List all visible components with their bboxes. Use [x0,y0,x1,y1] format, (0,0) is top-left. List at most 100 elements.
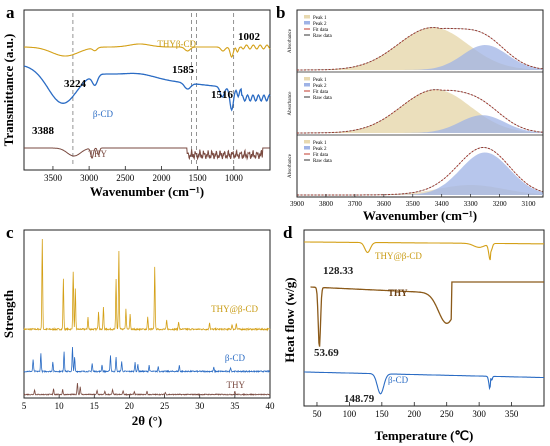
panel-d-xtick-label-6: 350 [505,409,519,419]
panel-b-xtick-label-2: 3700 [348,200,363,208]
panel-letter-b: b [276,3,285,22]
panel-a-ann-2: 1002 [238,31,261,43]
panel-c-curve-bcd [23,346,271,374]
panel-d-ann-2: 148.79 [344,393,375,405]
panel-b-ylabel-0: Absorbance [288,28,293,53]
panel-d-ylabel: Heat flow (w/g) [282,277,297,362]
panel-c-curve-thy-bcd [23,238,271,332]
panel-b-xtick-label-5: 3400 [435,200,450,208]
panel-d-ann-1: 53.69 [314,347,339,359]
panel-b-raw-curve-2 [297,147,543,196]
panel-a-series-label-2: THY [89,149,108,159]
panel-a-ftir-chart: 3500 3000 2500 2000 1500 1000 THYβ-CD β-CD THY 3… [1,9,271,199]
panel-a-curve-bcd [23,65,271,112]
panel-d-curve-thy [310,281,544,347]
panel-b-legend-swatch-2-1 [304,146,310,150]
panel-b-legend-label-1-0: Peak 1 [313,78,327,83]
panel-b-legend-label-2-1: Peak 2 [313,147,327,152]
panel-b-xtick-label-6: 3300 [464,200,479,208]
panel-b-frame [296,9,544,198]
panel-d-xtick-label-4: 250 [440,409,454,419]
panel-b-xlabel: Wavenumber (cm⁻¹) [363,208,477,223]
panel-d-series-label-0: THY@β-CD [375,251,422,261]
panel-d-xtick-label-3: 200 [408,409,422,419]
panel-a-ylabel: Transmittance (a.u.) [1,34,16,147]
panel-b-legend-label-2-3: Raw data [313,159,333,164]
panel-c-xtick-label-2: 15 [90,401,100,411]
panel-c-ylabel: Strength [1,289,16,338]
panel-b-legend-label-2-2: Fit data [313,153,329,158]
panel-a-xlabel: Wavenumber (cm⁻¹) [90,184,204,199]
panel-a-xtick-label-3: 2000 [152,173,171,183]
panel-b-xtick-label-3: 3600 [377,200,392,208]
panel-c-xtick-label-1: 10 [55,401,65,411]
panel-b-legend-label-0-3: Raw data [313,34,333,39]
panel-b-legend-swatch-0-0 [304,15,310,19]
panel-d-xlabel: Temperature (℃) [375,428,474,443]
panel-c-xtick-label-0: 5 [22,401,27,411]
panel-b-raw-curve-0 [297,27,543,71]
panel-b-legend-label-2-0: Peak 1 [313,141,327,146]
panel-a-xtick-label-0: 3500 [44,173,63,183]
panel-c-xtick-label-7: 40 [266,401,276,411]
panel-b-legend-label-0-2: Fit data [313,28,329,33]
panel-b-xtick-label-8: 3100 [522,200,537,208]
panel-b-xtick-label-4: 3500 [406,200,421,208]
panel-c-xlabel: 2θ (°) [132,413,162,428]
panel-d-frame [303,229,545,407]
panel-b-peak2-area-0 [297,45,543,70]
panel-b-peak2-area-1 [297,115,543,133]
panel-d-ann-0: 128.33 [323,265,354,277]
panel-c-curve-thy [23,382,271,397]
panel-c-xtick-label-6: 35 [230,401,240,411]
panel-c-series-label-0: THY@β-CD [211,304,258,314]
panel-c-series-label-2: THY [227,380,246,390]
panel-a-series-label-1: β-CD [93,109,114,119]
panel-d-xtick-label-2: 150 [375,409,389,419]
panel-b-legend-label-0-1: Peak 2 [313,22,327,27]
panel-b-legend-swatch-2-0 [304,140,310,144]
panel-c-xtick-label-5: 30 [195,401,205,411]
panel-c-xtick-label-4: 25 [160,401,170,411]
panel-c-frame [23,229,271,399]
panel-a-ann-0: 3224 [64,78,87,90]
panel-a-xtick-label-5: 1000 [225,173,244,183]
panel-d-xtick-label-1: 100 [343,409,357,419]
panel-a-ann-1: 1585 [172,64,195,76]
panel-a-series-label-0: THYβ-CD [157,39,196,49]
panel-d-series-label-1: THY [388,288,408,298]
panel-b-legend-swatch-1-1 [304,83,310,87]
panel-a-curve-thy-bcd [24,43,271,58]
panel-b-legend-label-0-0: Peak 1 [313,16,327,21]
panel-a-ann-3: 1516 [211,89,234,101]
panel-a-xtick-label-2: 2500 [116,173,135,183]
panel-a-xtick-label-1: 3000 [80,173,99,183]
panel-b-legend-label-1-3: Raw data [313,96,333,101]
panel-letter-d: d [283,223,293,242]
panel-letter-a: a [6,3,15,22]
panel-a-ann-4: 3388 [32,125,55,137]
panel-d-curve-thy-bcd [304,241,544,261]
panel-d-series-label-2: β-CD [388,375,409,385]
panel-c-xrd-chart: 5 10 15 20 25 30 35 40 2θ (°) Strength THY@β-CD… [1,229,276,428]
panel-c-series-label-1: β-CD [225,353,246,363]
panel-d-xtick-label-0: 50 [312,409,322,419]
panel-b-legend-label-1-1: Peak 2 [313,84,327,89]
panel-b-legend-swatch-1-0 [304,77,310,81]
panel-b-ylabel-1: Absorbance [288,91,293,116]
panel-a-curve-thy [24,147,270,161]
panel-b-peak2-area-2 [297,152,543,195]
panel-d-dsc-chart: 50 100 150 200 250 300 350 Temperature (℃) Hea… [282,229,545,443]
panel-b-xtick-label-7: 3200 [493,200,508,208]
panel-c-xtick-label-3: 20 [125,401,135,411]
panel-d-curve-bcd [304,371,545,395]
panel-b-xtick-label-0: 3900 [290,200,305,208]
panel-d-xtick-label-5: 300 [472,409,486,419]
panel-b-ylabel-2: Absorbance [288,153,293,178]
panel-b-legend-swatch-0-1 [304,21,310,25]
panel-b-legend-label-1-2: Fit data [313,90,329,95]
panel-b-raw-curve-1 [297,89,543,134]
panel-b-xtick-label-1: 3800 [319,200,334,208]
